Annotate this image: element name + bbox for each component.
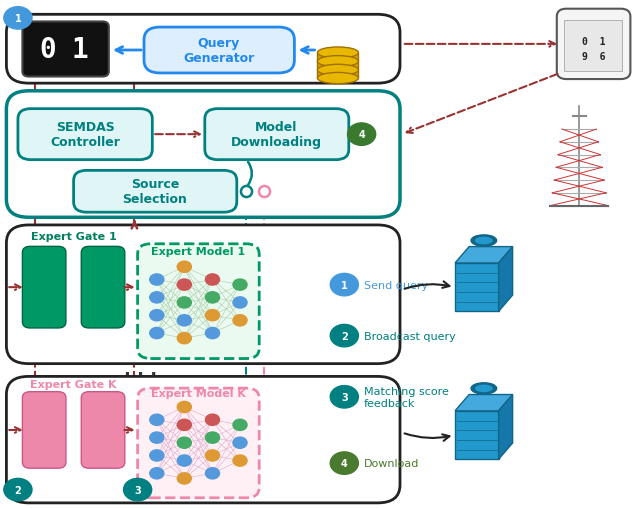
FancyBboxPatch shape xyxy=(455,411,499,460)
Circle shape xyxy=(150,468,164,479)
Text: Download: Download xyxy=(364,458,419,468)
Ellipse shape xyxy=(475,385,493,392)
FancyBboxPatch shape xyxy=(205,109,349,160)
Circle shape xyxy=(205,432,220,443)
Circle shape xyxy=(233,279,247,291)
Circle shape xyxy=(205,328,220,339)
Text: Source
Selection: Source Selection xyxy=(122,178,188,206)
Circle shape xyxy=(4,478,32,501)
Circle shape xyxy=(205,292,220,303)
Circle shape xyxy=(177,473,191,484)
Text: Matching score
feedback: Matching score feedback xyxy=(364,386,449,408)
FancyBboxPatch shape xyxy=(6,377,400,503)
Text: Query
Generator: Query Generator xyxy=(183,37,255,65)
FancyBboxPatch shape xyxy=(22,247,66,328)
FancyBboxPatch shape xyxy=(6,15,400,84)
Text: 0: 0 xyxy=(40,36,56,64)
Circle shape xyxy=(177,279,191,291)
Circle shape xyxy=(150,310,164,321)
Circle shape xyxy=(205,310,220,321)
Text: 2: 2 xyxy=(15,485,21,495)
Text: 3: 3 xyxy=(341,392,348,402)
Circle shape xyxy=(150,414,164,426)
FancyBboxPatch shape xyxy=(317,53,358,79)
FancyBboxPatch shape xyxy=(81,247,125,328)
FancyBboxPatch shape xyxy=(557,10,630,80)
Circle shape xyxy=(177,333,191,344)
Circle shape xyxy=(150,274,164,286)
Circle shape xyxy=(330,325,358,347)
Text: 9  6: 9 6 xyxy=(582,52,605,62)
Circle shape xyxy=(233,297,247,308)
Text: 2: 2 xyxy=(341,331,348,341)
Circle shape xyxy=(177,315,191,326)
Text: . . .: . . . xyxy=(124,360,157,378)
FancyBboxPatch shape xyxy=(18,109,152,160)
Text: 1: 1 xyxy=(15,14,21,24)
Polygon shape xyxy=(499,395,513,460)
Text: 1: 1 xyxy=(72,36,88,64)
Circle shape xyxy=(150,328,164,339)
Circle shape xyxy=(233,419,247,431)
Circle shape xyxy=(330,274,358,296)
Circle shape xyxy=(205,450,220,461)
Text: Send query: Send query xyxy=(364,280,428,290)
Polygon shape xyxy=(455,395,513,411)
Ellipse shape xyxy=(317,48,358,59)
Text: Expert Model K: Expert Model K xyxy=(151,388,246,398)
Circle shape xyxy=(177,437,191,448)
Ellipse shape xyxy=(475,237,493,245)
Ellipse shape xyxy=(317,65,358,76)
Text: Expert Gate K: Expert Gate K xyxy=(30,379,117,389)
FancyBboxPatch shape xyxy=(138,244,259,359)
FancyBboxPatch shape xyxy=(144,28,294,74)
Circle shape xyxy=(150,292,164,303)
FancyBboxPatch shape xyxy=(81,392,125,468)
Text: Expert Model 1: Expert Model 1 xyxy=(151,247,246,257)
Circle shape xyxy=(177,402,191,413)
FancyBboxPatch shape xyxy=(74,171,237,213)
Circle shape xyxy=(205,468,220,479)
Circle shape xyxy=(348,124,376,146)
Text: Broadcast query: Broadcast query xyxy=(364,331,455,341)
Text: 0  1: 0 1 xyxy=(582,37,605,47)
Circle shape xyxy=(330,452,358,474)
FancyBboxPatch shape xyxy=(22,22,109,77)
Text: 3: 3 xyxy=(134,485,141,495)
Circle shape xyxy=(177,297,191,308)
FancyBboxPatch shape xyxy=(138,388,259,498)
Circle shape xyxy=(330,386,358,408)
Circle shape xyxy=(177,419,191,431)
Circle shape xyxy=(150,432,164,443)
Ellipse shape xyxy=(471,235,497,247)
Circle shape xyxy=(205,274,220,286)
Text: SEMDAS
Controller: SEMDAS Controller xyxy=(50,121,120,149)
FancyBboxPatch shape xyxy=(6,225,400,364)
Polygon shape xyxy=(455,247,513,264)
Circle shape xyxy=(233,437,247,448)
Circle shape xyxy=(124,478,152,501)
Text: Expert Gate 1: Expert Gate 1 xyxy=(31,232,116,242)
Ellipse shape xyxy=(317,73,358,84)
FancyBboxPatch shape xyxy=(22,392,66,468)
Circle shape xyxy=(205,414,220,426)
Circle shape xyxy=(177,262,191,273)
Circle shape xyxy=(4,8,32,30)
Polygon shape xyxy=(499,247,513,312)
Circle shape xyxy=(233,455,247,466)
Ellipse shape xyxy=(471,383,497,394)
FancyBboxPatch shape xyxy=(455,264,499,312)
Text: 1: 1 xyxy=(341,280,348,290)
Text: 4: 4 xyxy=(358,130,365,140)
Text: 4: 4 xyxy=(341,458,348,468)
Circle shape xyxy=(177,455,191,466)
FancyBboxPatch shape xyxy=(564,21,622,72)
Circle shape xyxy=(233,315,247,326)
FancyBboxPatch shape xyxy=(6,92,400,218)
Circle shape xyxy=(150,450,164,461)
Ellipse shape xyxy=(317,56,358,68)
Text: Model
Downloading: Model Downloading xyxy=(231,121,322,149)
